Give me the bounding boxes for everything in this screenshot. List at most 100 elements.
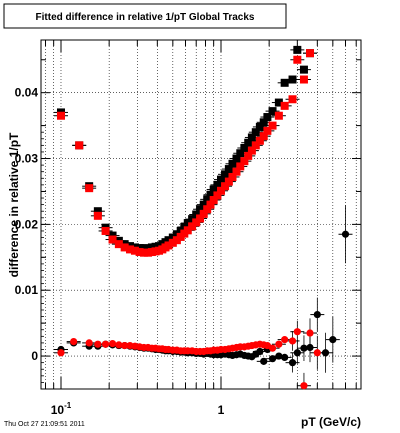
data-point-circle: [281, 353, 289, 361]
data-point-square: [247, 146, 256, 155]
data-point-square: [293, 55, 302, 64]
data-point-square: [135, 248, 144, 257]
data-point-square: [221, 170, 230, 179]
data-point-square: [213, 191, 222, 200]
data-point-square: [228, 172, 237, 181]
title-box: [3, 3, 287, 29]
data-point-circle: [268, 344, 277, 352]
data-point-circle: [288, 359, 297, 367]
data-point-square: [293, 45, 302, 54]
data-point-square: [259, 132, 268, 141]
data-point-square: [93, 211, 102, 220]
data-point-circle: [260, 357, 268, 365]
data-point-square: [196, 205, 205, 214]
data-point-square: [244, 151, 253, 160]
chart-title: Fitted difference in relative 1/pT Globa…: [36, 12, 255, 23]
data-point-circle: [256, 347, 264, 356]
data-point-square: [232, 167, 241, 176]
data-point-square: [299, 75, 308, 84]
data-point-square: [259, 118, 268, 127]
data-point-square: [251, 141, 260, 150]
data-point-square: [164, 236, 173, 245]
data-point-circle: [268, 355, 277, 363]
data-point-square: [216, 175, 225, 184]
data-point-square: [209, 196, 218, 205]
data-point-square: [263, 126, 272, 135]
data-point-circle: [281, 336, 289, 344]
data-point-circle: [108, 339, 117, 348]
data-point-square: [268, 107, 277, 116]
data-point-square: [299, 65, 308, 74]
data-point-square: [108, 235, 117, 244]
data-point-square: [206, 190, 215, 199]
y-tick-label: 0.02: [15, 217, 39, 231]
data-point-circle: [341, 230, 350, 238]
data-point-square: [183, 219, 192, 228]
data-point-square: [75, 141, 84, 150]
data-point-square: [221, 182, 230, 191]
data-point-circle: [85, 339, 93, 347]
data-point-circle: [101, 340, 110, 348]
data-point-square: [139, 248, 148, 257]
data-point-square: [274, 98, 283, 107]
data-point-square: [139, 244, 148, 253]
x-axis-title: pT (GeV/c): [301, 415, 361, 429]
data-point-square: [203, 205, 212, 214]
data-point-square: [213, 180, 222, 189]
data-point-square: [305, 49, 314, 58]
axis-ticks: 0 0.01 0.02 0.03 0.04 10-1 1: [15, 40, 361, 417]
data-point-square: [228, 159, 237, 168]
x-tick-label: 1: [218, 403, 225, 417]
data-point-square: [85, 184, 94, 193]
data-marks: [56, 45, 350, 390]
data-point-square: [240, 157, 249, 166]
y-tick-label: 0.01: [15, 283, 39, 297]
y-axis-title: difference in relative 1/pT: [7, 132, 21, 277]
data-point-square: [244, 138, 253, 147]
data-point-square: [263, 113, 272, 122]
data-point-square: [236, 162, 245, 171]
data-point-square: [274, 111, 283, 120]
data-point-square: [251, 128, 260, 137]
data-point-square: [93, 207, 102, 216]
data-point-square: [280, 101, 289, 110]
data-point-square: [183, 226, 192, 235]
plot-frame: [40, 39, 362, 390]
data-point-circle: [115, 341, 123, 349]
data-point-square: [126, 245, 135, 254]
data-point-square: [199, 209, 208, 218]
data-point-square: [101, 226, 110, 235]
data-point-circle: [300, 382, 308, 390]
data-point-circle: [321, 349, 330, 357]
data-point-square: [288, 75, 297, 84]
data-point-circle: [275, 340, 283, 348]
data-point-square: [206, 200, 215, 209]
data-point-square: [236, 149, 245, 158]
data-point-circle: [121, 341, 129, 350]
data-point-square: [114, 240, 123, 249]
data-point-square: [199, 200, 208, 209]
data-point-circle: [313, 310, 321, 319]
y-tick-label: 0.04: [15, 86, 39, 100]
y-tick-label: 0.03: [15, 152, 39, 166]
data-point-square: [188, 215, 197, 224]
data-point-square: [196, 214, 205, 223]
data-point-square: [232, 154, 241, 163]
data-point-square: [255, 122, 264, 131]
data-point-square: [224, 177, 233, 186]
y-tick-label: 0: [31, 349, 38, 363]
data-point-square: [120, 243, 129, 252]
data-point-circle: [306, 343, 314, 352]
data-point-square: [247, 133, 256, 142]
data-point-square: [209, 185, 218, 194]
data-point-square: [240, 143, 249, 152]
data-point-circle: [293, 349, 301, 357]
data-point-square: [224, 165, 233, 174]
data-point-square: [188, 222, 197, 231]
data-point-circle: [70, 337, 78, 346]
data-point-circle: [288, 337, 297, 345]
data-point-circle: [306, 329, 314, 337]
data-point-square: [288, 95, 297, 104]
